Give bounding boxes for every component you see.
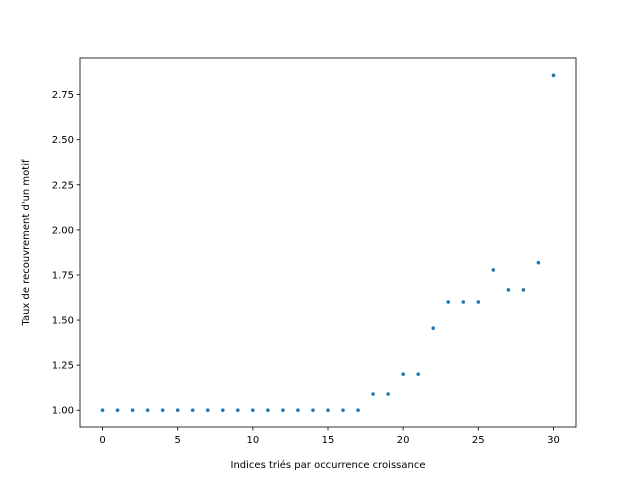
data-point: [266, 408, 270, 413]
data-point: [130, 408, 135, 413]
x-tick-label: 0: [99, 435, 105, 446]
y-tick-label: 1.75: [52, 270, 74, 281]
x-tick-label: 5: [175, 435, 181, 446]
x-tick-label: 25: [472, 435, 485, 446]
data-point: [431, 326, 436, 330]
y-tick-label: 2.50: [52, 135, 74, 146]
x-axis: 0 5 10 15 20 25 30: [99, 427, 560, 446]
data-point: [236, 408, 240, 413]
x-tick-label: 10: [246, 435, 259, 446]
data-point: [100, 408, 105, 413]
x-tick-label: 30: [547, 435, 560, 446]
x-tick-label: 20: [397, 435, 410, 446]
data-point: [281, 408, 285, 413]
data-point: [551, 73, 556, 78]
x-tick-label: 15: [322, 435, 335, 446]
y-axis: 1.00 1.25 1.50 1.75 2.00 2.25 2.50 2.75: [52, 90, 80, 417]
data-point: [476, 300, 481, 304]
data-point: [115, 408, 120, 413]
data-point: [461, 300, 466, 304]
data-point: [251, 408, 255, 413]
data-point: [506, 288, 511, 292]
data-point: [401, 372, 405, 376]
data-point: [416, 372, 420, 376]
data-point: [536, 260, 541, 265]
data-point: [521, 288, 526, 292]
data-point: [296, 408, 300, 413]
data-point: [220, 408, 225, 413]
data-point: [175, 408, 180, 413]
data-point: [145, 408, 150, 413]
y-tick-label: 2.25: [52, 180, 74, 191]
data-point: [341, 408, 345, 413]
y-axis-label: Taux de recouvrement d'un motif: [21, 159, 32, 326]
y-tick-label: 2.00: [52, 225, 74, 236]
data-point: [311, 408, 315, 413]
x-axis-label: Indices triés par occurrence croissance: [231, 459, 426, 471]
data-point: [491, 268, 496, 272]
y-tick-label: 2.75: [52, 90, 74, 101]
y-tick-label: 1.25: [52, 361, 74, 372]
data-point: [446, 300, 451, 304]
data-point: [386, 392, 390, 396]
data-point: [371, 392, 375, 396]
data-point: [326, 408, 330, 413]
data-point: [205, 408, 210, 413]
data-point: [356, 408, 360, 413]
data-point: [190, 408, 195, 413]
y-tick-label: 1.50: [52, 316, 74, 327]
plot-marks: [100, 73, 556, 413]
y-tick-label: 1.00: [52, 406, 74, 417]
data-point: [160, 408, 165, 413]
